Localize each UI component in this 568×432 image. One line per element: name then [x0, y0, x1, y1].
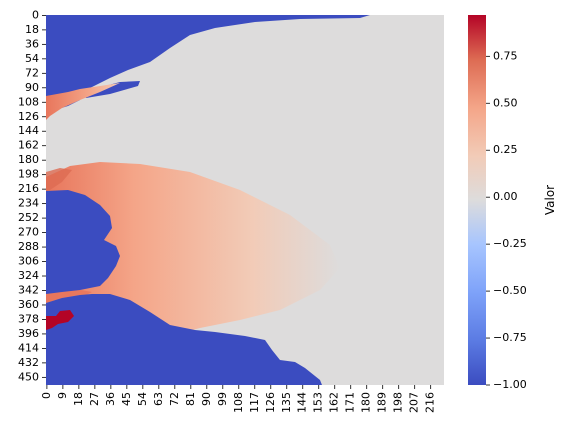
- heatmap-region-land-top: [46, 15, 370, 102]
- x-tick-label: 45: [120, 392, 133, 406]
- y-tick-label: 234: [18, 197, 39, 210]
- colorbar: [468, 15, 486, 385]
- y-tick-label: 270: [18, 226, 39, 239]
- colorbar-ticks: 0.75 0.50 0.25 0.00 −0.25 −0.50 −0.75 −1.00: [486, 49, 527, 391]
- y-tick-label: 126: [18, 110, 39, 123]
- y-tick-label: 288: [18, 240, 39, 253]
- colorbar-tick-label: −0.50: [493, 284, 527, 297]
- y-tick-label: 180: [18, 153, 39, 166]
- x-tick-label: 72: [168, 392, 181, 406]
- y-tick-label: 432: [18, 356, 39, 369]
- x-tick-label: 162: [328, 392, 341, 413]
- x-tick-label: 189: [376, 392, 389, 413]
- heatmap-region-upper-plume: [46, 83, 120, 120]
- x-tick-label: 90: [200, 392, 213, 406]
- y-tick-label: 360: [18, 298, 39, 311]
- x-tick-label: 99: [216, 392, 229, 406]
- x-tick-label: 108: [232, 392, 245, 413]
- x-tick-label: 9: [56, 392, 69, 399]
- heatmap-region-plume-edge-top: [46, 168, 72, 191]
- y-tick-label: 18: [25, 23, 39, 36]
- x-tick-label: 135: [280, 392, 293, 413]
- colorbar-tick-label: 0.00: [493, 190, 518, 203]
- colorbar-tick-label: −0.75: [493, 331, 527, 344]
- colorbar-tick-label: 0.25: [493, 143, 518, 156]
- y-tick-label: 414: [18, 341, 39, 354]
- x-tick-label: 171: [344, 392, 357, 413]
- x-tick-label: 18: [72, 392, 85, 406]
- x-tick-label: 180: [360, 392, 373, 413]
- y-tick-label: 324: [18, 269, 39, 282]
- y-tick-label: 378: [18, 312, 39, 325]
- y-tick-label: 198: [18, 168, 39, 181]
- y-tick-label: 144: [18, 124, 39, 137]
- colorbar-tick-label: −0.25: [493, 237, 527, 250]
- heatmap-plot-area: [46, 15, 444, 385]
- heatmap-region-land-center: [46, 190, 120, 294]
- x-tick-label: 81: [184, 392, 197, 406]
- y-tick-label: 216: [18, 182, 39, 195]
- y-tick-label: 450: [18, 370, 39, 383]
- x-axis-ticks: 0 9 18 27 36 45 54 63 72 81 90 99 108 117 126 135 144 153…: [40, 385, 437, 413]
- x-tick-label: 207: [408, 392, 421, 413]
- y-tick-label: 108: [18, 95, 39, 108]
- y-tick-label: 396: [18, 327, 39, 340]
- y-tick-label: 90: [25, 81, 39, 94]
- x-tick-label: 54: [136, 392, 149, 406]
- y-tick-label: 306: [18, 255, 39, 268]
- heatmap-region-land-bottom: [46, 294, 322, 385]
- heatmap-region-land-spit: [82, 81, 140, 98]
- x-tick-label: 117: [248, 392, 261, 413]
- x-tick-label: 216: [424, 392, 437, 413]
- x-tick-label: 36: [104, 392, 117, 406]
- y-tick-label: 342: [18, 283, 39, 296]
- x-tick-label: 153: [312, 392, 325, 413]
- y-tick-label: 162: [18, 139, 39, 152]
- x-tick-label: 144: [296, 392, 309, 413]
- colorbar-label: Valor: [543, 185, 557, 215]
- colorbar-tick-label: −1.00: [493, 378, 527, 391]
- x-tick-label: 27: [88, 392, 101, 406]
- y-tick-label: 54: [25, 52, 39, 65]
- x-tick-label: 198: [392, 392, 405, 413]
- y-tick-label: 72: [25, 66, 39, 79]
- colorbar-tick-label: 0.75: [493, 49, 518, 62]
- x-tick-label: 0: [40, 392, 53, 399]
- y-tick-label: 252: [18, 211, 39, 224]
- colorbar-tick-label: 0.50: [493, 96, 518, 109]
- heatmap-region-source: [46, 310, 74, 330]
- heatmap-region-main-plume: [46, 162, 340, 336]
- y-tick-label: 36: [25, 37, 39, 50]
- y-tick-label: 0: [32, 8, 39, 21]
- x-tick-label: 63: [152, 392, 165, 406]
- x-tick-label: 126: [264, 392, 277, 413]
